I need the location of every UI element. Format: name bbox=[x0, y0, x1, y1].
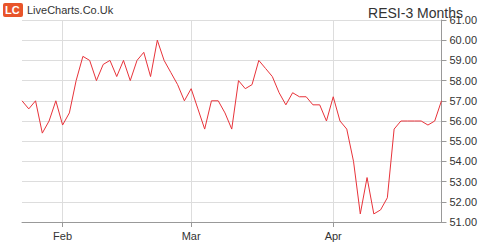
svg-text:56.00: 56.00 bbox=[449, 115, 477, 127]
svg-text:59.00: 59.00 bbox=[449, 54, 477, 66]
svg-text:55.00: 55.00 bbox=[449, 135, 477, 147]
svg-text:53.00: 53.00 bbox=[449, 176, 477, 188]
svg-text:54.00: 54.00 bbox=[449, 155, 477, 167]
svg-text:Apr: Apr bbox=[325, 230, 342, 242]
svg-text:RESI-3 Months: RESI-3 Months bbox=[368, 5, 463, 21]
svg-text:Feb: Feb bbox=[53, 230, 72, 242]
svg-text:LiveCharts.Co.Uk: LiveCharts.Co.Uk bbox=[27, 4, 114, 16]
svg-text:60.00: 60.00 bbox=[449, 34, 477, 46]
svg-text:61.00: 61.00 bbox=[449, 14, 477, 26]
svg-text:52.00: 52.00 bbox=[449, 196, 477, 208]
svg-text:58.00: 58.00 bbox=[449, 75, 477, 87]
svg-text:LC: LC bbox=[5, 4, 20, 16]
svg-text:51.00: 51.00 bbox=[449, 216, 477, 228]
svg-text:Mar: Mar bbox=[182, 230, 201, 242]
svg-text:57.00: 57.00 bbox=[449, 95, 477, 107]
